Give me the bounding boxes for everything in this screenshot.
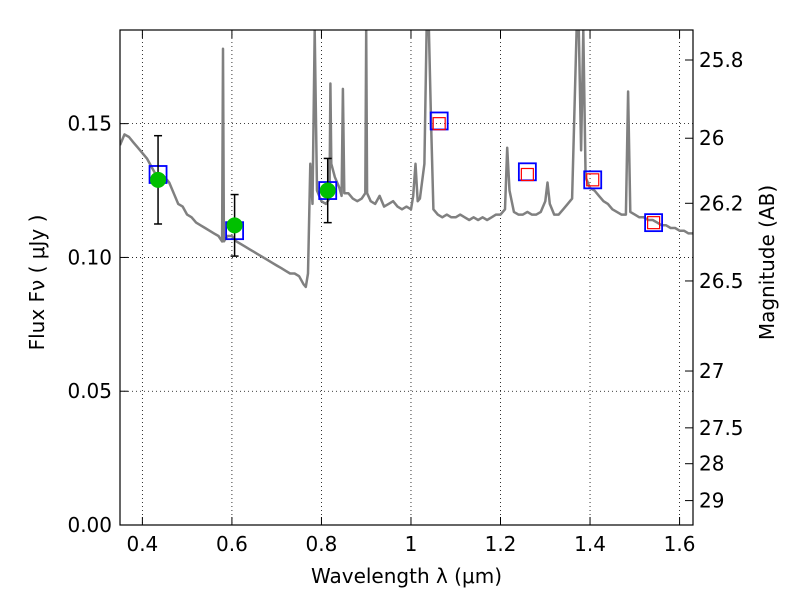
x-tick-label: 1.6 bbox=[664, 532, 696, 556]
observed-detection-point bbox=[319, 182, 336, 199]
observed-red-square bbox=[520, 167, 534, 182]
x-tick-label: 0.8 bbox=[306, 532, 338, 556]
y-tick-label: 0.10 bbox=[67, 245, 112, 269]
mag-tick-label: 27.5 bbox=[699, 416, 744, 440]
y-tick-label: 0.15 bbox=[67, 112, 112, 136]
x-tick-label: 0.4 bbox=[126, 532, 158, 556]
mag-tick-label: 25.8 bbox=[699, 48, 744, 72]
y-tick-label: 0.00 bbox=[67, 513, 112, 537]
y2-axis-title: Magnitude (AB) bbox=[755, 185, 779, 340]
plot-frame bbox=[119, 29, 694, 526]
model-photometry-square bbox=[644, 213, 664, 233]
x-tick-label: 1 bbox=[405, 532, 418, 556]
mag-tick-label: 28 bbox=[699, 452, 724, 476]
y-axis-title: Flux Fν ( μJy ) bbox=[25, 215, 49, 351]
x-axis-title: Wavelength λ (μm) bbox=[311, 564, 502, 588]
mag-tick-label: 26.2 bbox=[699, 191, 744, 215]
mag-tick-label: 26.5 bbox=[699, 269, 744, 293]
plot-content bbox=[120, 30, 693, 289]
observed-detection-point bbox=[226, 217, 243, 234]
mag-tick-label: 26 bbox=[699, 126, 724, 150]
observed-red-square bbox=[647, 216, 661, 230]
mag-tick-label: 27 bbox=[699, 359, 724, 383]
plot-area bbox=[120, 30, 693, 525]
observed-detection-point bbox=[150, 171, 167, 188]
x-tick-label: 1.2 bbox=[485, 532, 517, 556]
model-photometry-square bbox=[583, 170, 603, 190]
observed-red-square bbox=[586, 173, 600, 187]
mag-tick-label: 29 bbox=[699, 489, 724, 513]
y-tick-label: 0.05 bbox=[67, 379, 112, 403]
x-tick-label: 1.4 bbox=[574, 532, 606, 556]
observed-red-square bbox=[432, 117, 446, 131]
x-tick-label: 0.6 bbox=[216, 532, 248, 556]
